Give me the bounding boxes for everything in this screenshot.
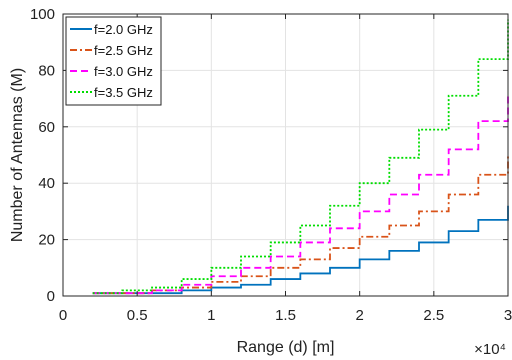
x-tick-label: 2 <box>355 307 363 324</box>
series-lines <box>92 19 509 295</box>
y-tick-label: 0 <box>47 288 55 305</box>
x-tick-label: 3 <box>504 307 512 324</box>
series-line-1 <box>92 205 509 295</box>
x-tick-label: 2.5 <box>423 307 444 324</box>
legend: f=2.0 GHz f=2.5 GHz f=3.0 GHz f=3.5 GHz <box>65 16 162 106</box>
y-tick-label: 20 <box>38 232 55 249</box>
y-tick-label: 40 <box>38 175 55 192</box>
y-axis-title: Number of Antennas (M) <box>9 68 26 242</box>
x-axis-title: Range (d) [m] <box>237 339 335 356</box>
legend-label-1: f=2.0 GHz <box>94 22 153 37</box>
legend-label-4: f=3.5 GHz <box>94 85 153 100</box>
x-axis-multiplier: ×10⁴ <box>474 341 506 358</box>
axis-ticks <box>62 13 509 297</box>
x-tick-label: 0 <box>59 307 67 324</box>
y-tick-label: 60 <box>38 119 55 136</box>
x-tick-label: 1.5 <box>275 307 296 324</box>
x-tick-label: 0.5 <box>127 307 148 324</box>
x-tick-labels: 0 0.5 1 1.5 2 2.5 3 <box>59 307 512 324</box>
y-tick-label: 80 <box>38 62 55 79</box>
y-tick-label: 100 <box>30 6 55 23</box>
legend-label-3: f=3.0 GHz <box>94 64 153 79</box>
series-line-2 <box>92 155 509 295</box>
legend-box <box>65 16 162 106</box>
series-line-3 <box>92 92 509 295</box>
x-tick-label: 1 <box>207 307 215 324</box>
legend-label-2: f=2.5 GHz <box>94 43 153 58</box>
series-line-4 <box>92 19 509 295</box>
y-tick-labels: 0 20 40 60 80 100 <box>30 6 55 305</box>
